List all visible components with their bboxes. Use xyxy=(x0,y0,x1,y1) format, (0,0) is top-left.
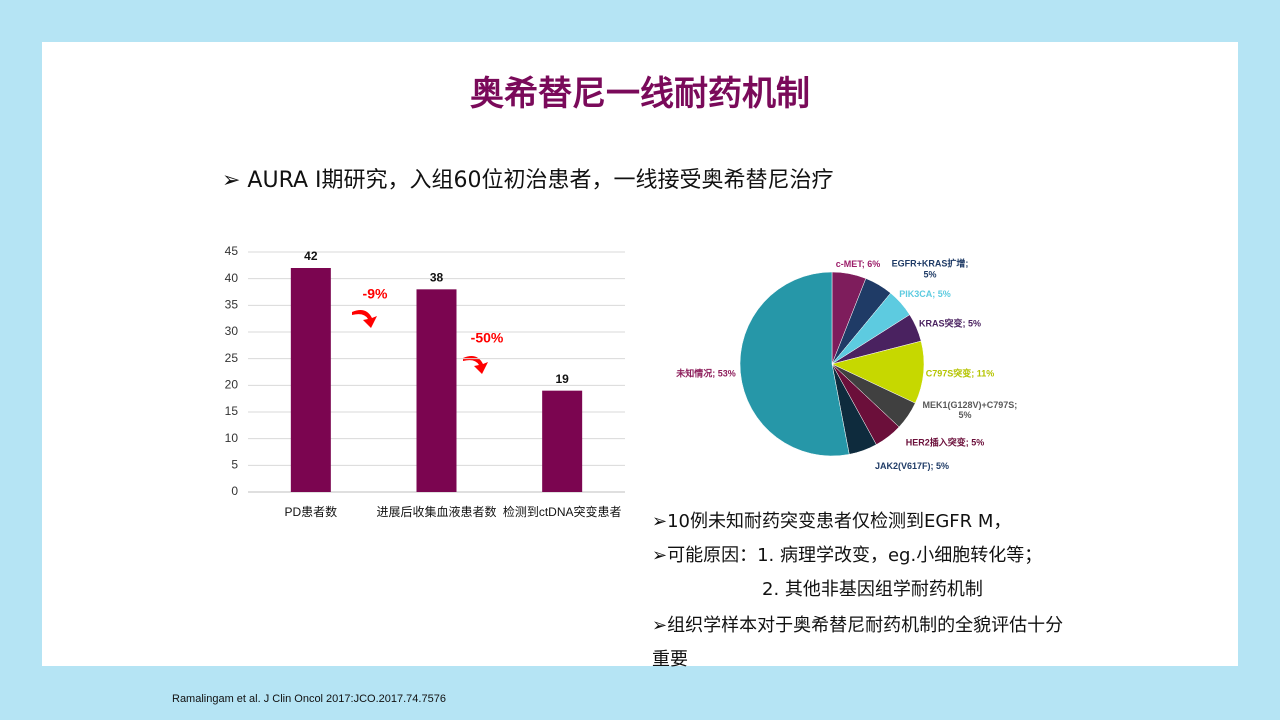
pie-label: MEK1(G128V)+C797S; 5% xyxy=(922,400,1018,420)
pie-label: JAK2(V617F); 5% xyxy=(874,461,950,471)
panel xyxy=(42,42,1238,666)
bar xyxy=(542,390,583,492)
x-tick-label: 检测到ctDNA突变患者 xyxy=(503,504,622,519)
decrease-arrow xyxy=(463,356,488,374)
y-tick-label: 10 xyxy=(225,431,239,445)
pie-slice xyxy=(739,271,850,457)
pie-label: c-MET; 6% xyxy=(835,259,881,269)
note: ➢10例未知耐药突变患者仅检测到EGFR M， xyxy=(652,511,1012,532)
data-label: 42 xyxy=(304,249,318,263)
annotation: -50% xyxy=(471,330,504,346)
y-tick-label: 45 xyxy=(225,244,239,258)
bar xyxy=(290,268,331,492)
y-tick-label: 5 xyxy=(231,458,238,472)
decrease-arrow xyxy=(352,310,377,328)
data-label: 38 xyxy=(430,271,444,285)
x-tick-label: 进展后收集血液患者数 xyxy=(376,504,496,519)
y-tick-label: 35 xyxy=(225,298,239,312)
y-tick-label: 15 xyxy=(225,404,239,418)
note: 2. 其他非基因组学耐药机制 xyxy=(762,579,983,600)
pie-label: PIK3CA; 5% xyxy=(899,289,951,299)
slide-title: 奥希替尼一线耐药机制 xyxy=(470,74,810,114)
note: ➢组织学样本对于奥希替尼耐药机制的全貌评估十分重要 xyxy=(652,615,1064,670)
y-tick-label: 0 xyxy=(231,484,238,498)
y-tick-label: 40 xyxy=(225,271,239,285)
pie-label: 未知情况; 53% xyxy=(676,368,736,379)
pie-label: HER2插入突变; 5% xyxy=(905,437,985,448)
pie-label: EGFR+KRAS扩增; 5% xyxy=(891,258,969,280)
y-tick-label: 25 xyxy=(225,351,239,365)
bullet: ➢ AURA I期研究，入组60位初治患者，一线接受奥希替尼治疗 xyxy=(222,168,834,193)
y-tick-label: 20 xyxy=(225,378,239,392)
note: ➢可能原因：1. 病理学改变，eg.小细胞转化等； xyxy=(652,545,1043,566)
data-label: 19 xyxy=(555,372,569,386)
y-tick-label: 30 xyxy=(225,324,239,338)
annotation: -9% xyxy=(363,286,388,302)
x-tick-label: PD患者数 xyxy=(284,504,337,519)
reference: Ramalingam et al. J Clin Oncol 2017:JCO.… xyxy=(172,693,446,705)
pie-label: KRAS突变; 5% xyxy=(918,318,982,329)
bar xyxy=(416,289,457,492)
pie-label: C797S突变; 11% xyxy=(925,368,995,379)
